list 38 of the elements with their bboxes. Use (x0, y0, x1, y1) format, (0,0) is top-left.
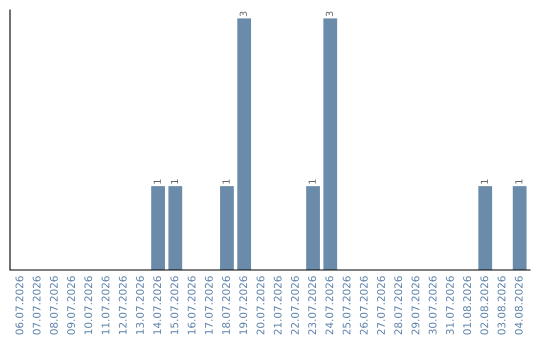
data-label: 1 (222, 179, 230, 184)
data-label: 3 (240, 12, 247, 16)
x-tick-label: 18.07.2026 (222, 276, 230, 334)
x-tick-label: 29.07.2026 (412, 276, 420, 334)
x-tick-label: 03.08.2026 (498, 276, 506, 335)
x-tick-label: 25.07.2026 (342, 276, 351, 334)
data-label: 1 (170, 179, 178, 184)
x-tick-label: 28.07.2026 (394, 276, 402, 334)
x-tick-label: 15.07.2026 (170, 276, 178, 334)
x-tick-label: 02.08.2026 (480, 276, 488, 335)
x-tick-label: 30.07.2026 (428, 276, 437, 334)
x-tick-label: 22.07.2026 (290, 276, 299, 334)
x-tick-label: 13.07.2026 (136, 276, 144, 334)
x-tick-label: 07.07.2026 (32, 276, 41, 335)
x-tick-label: 26.07.2026 (360, 276, 368, 334)
data-label: 1 (480, 179, 488, 184)
data-label: 1 (308, 179, 316, 184)
data-label: 1 (154, 179, 161, 184)
x-tick-label: 27.07.2026 (377, 276, 385, 334)
x-tick-label: 23.07.2026 (308, 276, 316, 334)
x-tick-label: 19.07.2026 (239, 276, 248, 334)
x-tick-label: 21.07.2026 (274, 276, 282, 334)
x-tick-label: 06.07.2026 (15, 276, 24, 335)
x-tick-label: 14.07.2026 (153, 276, 162, 334)
data-label: 1 (515, 179, 522, 184)
x-tick-label: 12.07.2026 (118, 276, 127, 334)
x-tick-label: 09.07.2026 (67, 276, 76, 335)
x-tick-label: 31.07.2026 (446, 276, 454, 334)
x-tick-label: 10.07.2026 (84, 276, 92, 334)
data-label: 3 (326, 12, 334, 16)
x-tick-label: 11.07.2026 (102, 276, 110, 334)
x-tick-label: 04.08.2026 (514, 276, 523, 335)
x-tick-label: 08.07.2026 (50, 276, 58, 335)
x-tick-label: 16.07.2026 (188, 276, 196, 334)
x-tick-label: 24.07.2026 (325, 276, 334, 334)
x-tick-label: 17.07.2026 (204, 276, 213, 334)
x-tick-label: 01.08.2026 (463, 276, 472, 335)
x-tick-label: 20.07.2026 (256, 276, 264, 334)
